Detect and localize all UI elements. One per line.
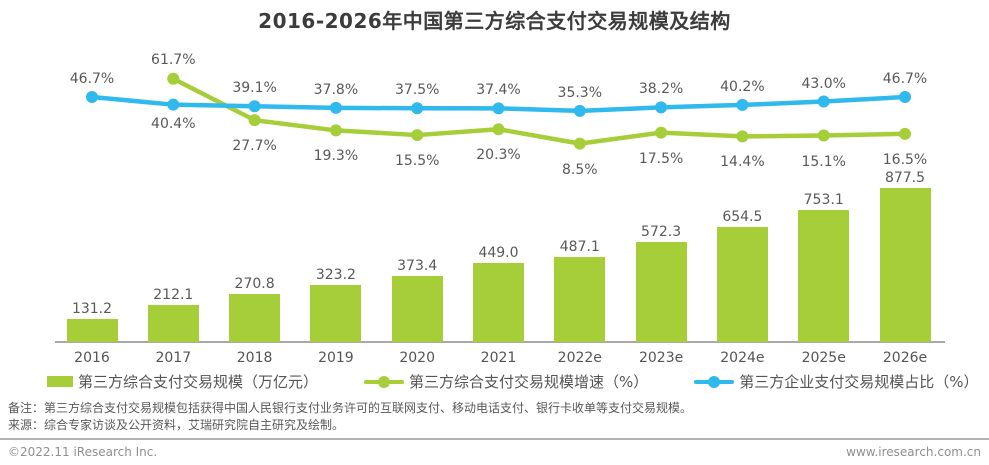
green-line-marker-icon <box>364 375 405 388</box>
bar-value-label-2018: 270.8 <box>234 276 275 293</box>
share-dot-2026e <box>899 91 911 103</box>
share-dot-2018 <box>248 100 261 113</box>
website-link[interactable]: www.iresearch.com.cn <box>846 445 981 459</box>
bar-value-label-2019: 323.2 <box>315 267 356 284</box>
share-value-label-2016: 46.7% <box>69 71 115 87</box>
share-value-label-2021: 37.4% <box>476 82 521 99</box>
share-value-label-2026e: 46.7% <box>882 71 928 87</box>
growth-value-label-2024e: 14.4% <box>720 154 765 171</box>
growth-value-label-2019: 19.3% <box>313 148 359 165</box>
growth-dot-2017 <box>167 72 180 85</box>
growth-value-label-2017: 61.7% <box>151 51 196 68</box>
x-axis-label-2016: 2016 <box>74 350 110 366</box>
bar-2025e <box>798 209 850 342</box>
growth-dot-2025e <box>817 129 830 142</box>
copyright-text: ©2022.11 iResearch Inc. <box>8 445 158 459</box>
x-axis-line <box>55 341 945 343</box>
growth-dot-2024e <box>736 130 749 143</box>
growth-dot-2019 <box>329 124 342 137</box>
bar-2018 <box>229 294 281 342</box>
share-dot-2025e <box>817 95 830 108</box>
bar-value-label-2023e: 572.3 <box>641 223 682 240</box>
bar-2022e <box>554 256 606 342</box>
legend-item-share: 第三方企业支付交易规模占比（%） <box>694 371 979 392</box>
blue-line-marker-icon <box>694 375 735 388</box>
x-axis-label-2019: 2019 <box>318 350 354 366</box>
bar-2024e <box>716 227 768 342</box>
bar-value-label-2021: 449.0 <box>478 245 519 262</box>
growth-dot-2022e <box>573 137 586 150</box>
bar-2026e <box>879 188 931 342</box>
bar-value-label-2022e: 487.1 <box>559 238 600 255</box>
share-dot-2017 <box>167 98 180 111</box>
bar-2020 <box>391 276 443 342</box>
growth-dot-2020 <box>411 129 424 142</box>
chart-title: 2016-2026年中国第三方综合支付交易规模及结构 <box>258 9 731 33</box>
x-axis-label-2020: 2020 <box>399 350 435 366</box>
growth-line <box>171 76 908 146</box>
bar-value-label-2020: 373.4 <box>397 258 438 275</box>
growth-dot-2018 <box>248 114 261 127</box>
share-value-label-2017: 40.4% <box>151 115 196 132</box>
growth-dot-2021 <box>492 123 505 136</box>
x-axis-label-2017: 2017 <box>155 350 192 366</box>
bar-2021 <box>473 263 524 342</box>
bar-swatch-icon <box>47 376 73 387</box>
legend-item-scale: 第三方综合支付交易规模（万亿元） <box>47 371 318 392</box>
growth-value-label-2020: 15.5% <box>394 153 440 170</box>
growth-value-label-2026e: 16.5% <box>882 151 928 168</box>
x-axis-label-2024e: 2024e <box>720 350 765 366</box>
legend-label-growth: 第三方综合支付交易规模增速（%） <box>409 373 649 391</box>
x-axis-label-2023e: 2023e <box>638 350 684 366</box>
share-dot-2024e <box>736 98 749 111</box>
bar-2016 <box>66 318 118 342</box>
share-value-label-2024e: 40.2% <box>720 78 765 95</box>
legend-item-growth: 第三方综合支付交易规模增速（%） <box>364 371 648 392</box>
bar-2023e <box>635 241 687 342</box>
share-dot-2022e <box>573 104 586 117</box>
bar-value-label-2024e: 654.5 <box>722 209 763 226</box>
legend-label-scale: 第三方综合支付交易规模（万亿元） <box>78 373 319 391</box>
growth-value-label-2021: 20.3% <box>476 147 521 164</box>
footnote-source: 来源：综合专家访谈及公开资料，艾瑞研究院自主研究及绘制。 <box>8 418 345 432</box>
growth-dot-2026e <box>899 127 911 140</box>
share-value-label-2020: 37.5% <box>394 82 440 99</box>
share-value-label-2019: 37.8% <box>313 81 359 98</box>
growth-value-label-2025e: 15.1% <box>801 153 846 170</box>
x-axis-label-2018: 2018 <box>236 350 273 366</box>
growth-value-label-2018: 27.7% <box>232 138 277 155</box>
share-dot-2021 <box>492 102 505 115</box>
footnote-remark: 备注：第三方综合支付交易规模包括获得中国人民银行支付业务许可的互联网支付、移动电… <box>8 401 693 415</box>
bar-2017 <box>147 304 199 342</box>
x-axis-label-2025e: 2025e <box>801 350 846 366</box>
share-dot-2016 <box>86 91 98 103</box>
share-value-label-2022e: 35.3% <box>557 84 603 101</box>
bar-2019 <box>310 285 362 342</box>
x-axis-label-2021: 2021 <box>480 350 517 366</box>
share-value-label-2018: 39.1% <box>232 80 277 97</box>
bar-value-label-2016: 131.2 <box>71 300 113 317</box>
growth-value-label-2023e: 17.5% <box>638 150 684 167</box>
x-axis-label-2022e: 2022e <box>557 350 602 366</box>
share-dot-2020 <box>411 102 424 115</box>
legend-label-share: 第三方企业支付交易规模占比（%） <box>739 373 979 391</box>
footnotes: 备注：第三方综合支付交易规模包括获得中国人民银行支付业务许可的互联网支付、移动电… <box>8 400 692 434</box>
share-value-label-2023e: 38.2% <box>638 81 684 98</box>
bar-value-label-2026e: 877.5 <box>884 170 926 186</box>
bar-value-label-2025e: 753.1 <box>803 191 844 208</box>
share-dot-2019 <box>329 101 342 114</box>
x-axis-label-2026e: 2026e <box>882 350 928 366</box>
bar-value-label-2017: 212.1 <box>153 286 194 303</box>
legend: 第三方综合支付交易规模（万亿元） 第三方综合支付交易规模增速（%） 第三方企业支… <box>47 371 979 392</box>
share-value-label-2025e: 43.0% <box>801 75 846 92</box>
share-dot-2023e <box>655 101 668 114</box>
footer-divider <box>0 438 989 440</box>
growth-value-label-2022e: 8.5% <box>562 161 598 178</box>
growth-dot-2023e <box>655 126 668 139</box>
